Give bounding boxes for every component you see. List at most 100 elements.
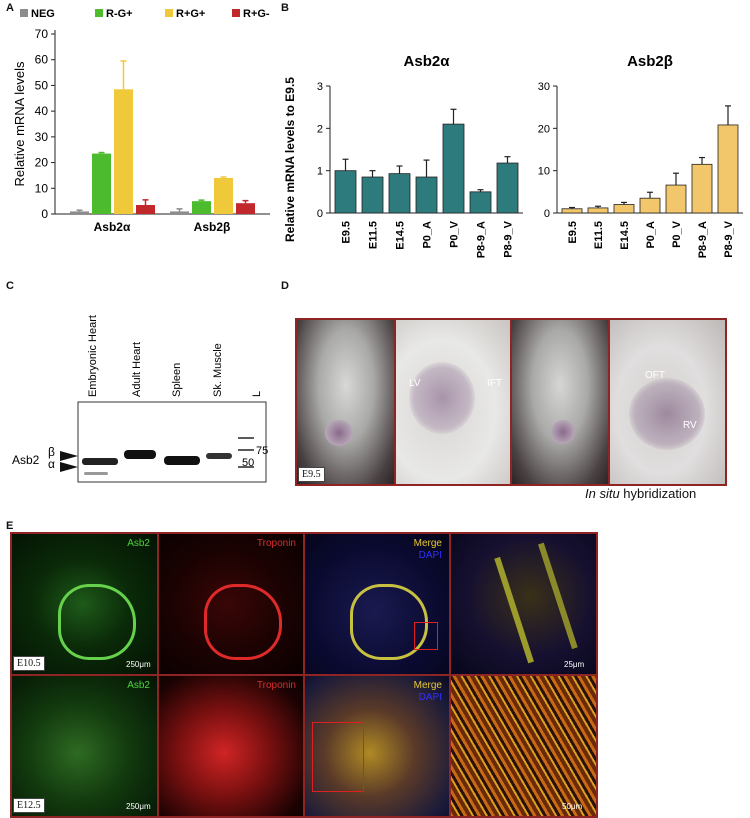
label-asb2: Asb2 xyxy=(127,680,150,691)
mw-75: 75 xyxy=(256,445,268,457)
stage-tag-e12-5: E12.5 xyxy=(13,798,45,813)
purple-stain-1 xyxy=(325,420,353,446)
in-situ-image-panel: LV IFT OFT RV E9.5 xyxy=(295,318,727,486)
y-tick-label: 40 xyxy=(35,104,49,118)
in-situ-caption: In situ hybridization xyxy=(585,486,696,501)
y-tick-label: 20 xyxy=(538,123,550,135)
protein-label: Asb2 xyxy=(12,453,40,467)
x-tick-label: P8-9_V xyxy=(723,220,735,257)
embryo-image-4 xyxy=(609,320,725,484)
x-tick-label: E11.5 xyxy=(593,221,605,249)
embryo-image-2 xyxy=(395,320,511,484)
legend-label: R+G- xyxy=(243,8,270,20)
bar xyxy=(415,176,438,214)
legend-label: NEG xyxy=(31,8,55,20)
bar-r-g- xyxy=(136,205,155,214)
divider xyxy=(12,674,596,676)
y-tick-label: 30 xyxy=(538,81,550,93)
x-tick-label: E14.5 xyxy=(619,221,631,250)
if-e10-zoom xyxy=(450,534,596,674)
scalebar-e12-main: 250μm xyxy=(126,802,151,811)
legend-label: R-G+ xyxy=(106,8,133,20)
bar xyxy=(334,170,357,214)
purple-stain-2 xyxy=(409,362,475,434)
y-axis-label: Relative mRNA levels xyxy=(12,61,27,186)
bar-r-g- xyxy=(114,89,133,214)
bar xyxy=(639,197,661,214)
scalebar-e10-main: 250μm xyxy=(126,660,151,669)
divider xyxy=(394,320,396,484)
band-adult-heart xyxy=(124,450,156,459)
lane-label-sk-muscle: Sk. Muscle xyxy=(212,343,224,397)
chart-title: Asb2α xyxy=(404,53,451,70)
if-e12-asb2: Asb2 xyxy=(12,676,158,816)
heart-outline xyxy=(204,584,282,660)
x-tick-label: P0_A xyxy=(645,221,657,249)
x-tick-label: P0_A xyxy=(422,221,434,249)
alpha-arrowhead-icon xyxy=(60,462,78,472)
bar-r-g- xyxy=(92,153,111,214)
stage-tag-e9-5: E9.5 xyxy=(298,467,325,482)
y-tick-label: 70 xyxy=(35,27,49,41)
bar-r-g- xyxy=(214,178,233,214)
y-tick-label: 0 xyxy=(41,207,48,221)
bar-r-g- xyxy=(192,201,211,214)
chart-panel-b-beta: Asb2β 0 10 20 30 E9.5 E11.5 E14.5 P0_A P0_V P8-9_A… xyxy=(538,53,743,258)
embryo-image-1 xyxy=(297,320,395,484)
label-lv: LV xyxy=(409,378,421,389)
if-e10-merge: Merge DAPI xyxy=(304,534,450,674)
bar-r-g- xyxy=(236,203,255,214)
x-tick-label: P0_V xyxy=(671,220,683,248)
legend-swatch xyxy=(20,9,28,17)
y-tick-label: 30 xyxy=(35,130,49,144)
bar xyxy=(469,191,492,214)
bar xyxy=(561,208,583,214)
label-oft: OFT xyxy=(645,370,665,381)
lane-label-spleen: Spleen xyxy=(171,363,183,397)
heart-outline xyxy=(58,584,136,660)
x-tick-label: E14.5 xyxy=(395,221,407,250)
label-troponin: Troponin xyxy=(256,680,296,691)
panel-label-a: A xyxy=(6,2,14,14)
bar xyxy=(717,124,739,214)
label-asb2: Asb2 xyxy=(127,538,150,549)
lane-labels: Embryonic Heart Adult Heart Spleen Sk. M… xyxy=(87,315,263,397)
panel-label-e: E xyxy=(6,520,14,532)
if-e12-zoom xyxy=(450,676,596,816)
bar xyxy=(587,207,609,214)
scalebar-e12-zoom: 50μm xyxy=(562,802,583,811)
y-tick-label: 1 xyxy=(317,166,323,178)
mw-50: 50 xyxy=(242,457,254,469)
chart-title: Asb2β xyxy=(627,53,673,70)
if-e12-troponin: Troponin xyxy=(158,676,304,816)
lane-label-ladder: L xyxy=(251,391,263,397)
beta-arrowhead-icon xyxy=(60,451,78,461)
y-tick-label: 3 xyxy=(317,81,323,93)
x-tick-label: E9.5 xyxy=(567,221,579,244)
bar-neg xyxy=(170,211,189,214)
stage-tag-e10-5: E10.5 xyxy=(13,656,45,671)
bar xyxy=(361,176,384,214)
label-troponin: Troponin xyxy=(256,538,296,549)
y-tick-label: 0 xyxy=(544,208,550,220)
chart-panel-a: NEG R-G+ R+G+ R+G- 0 10 20 30 40 50 60 70 Relative m… xyxy=(12,8,270,234)
legend-swatch xyxy=(165,9,173,17)
zoom-box xyxy=(312,722,364,792)
label-dapi: DAPI xyxy=(418,550,442,561)
purple-stain-4 xyxy=(629,378,705,450)
bar xyxy=(691,163,713,214)
band-embryonic-heart xyxy=(82,458,118,465)
bar xyxy=(388,173,411,214)
x-tick-label: P0_V xyxy=(449,220,461,248)
x-tick-label: P8-9_A xyxy=(476,221,488,258)
legend-swatch xyxy=(232,9,240,17)
y-tick-label: 10 xyxy=(538,166,550,178)
y-tick-label: 50 xyxy=(35,78,49,92)
category-label: Asb2α xyxy=(94,220,131,234)
band-embryonic-heart-faint xyxy=(84,472,108,475)
lane-label-adult-heart: Adult Heart xyxy=(131,342,143,397)
label-ift: IFT xyxy=(487,378,502,389)
y-tick-label: 2 xyxy=(317,123,323,135)
label-rv: RV xyxy=(683,420,697,431)
legend-label: R+G+ xyxy=(176,8,205,20)
